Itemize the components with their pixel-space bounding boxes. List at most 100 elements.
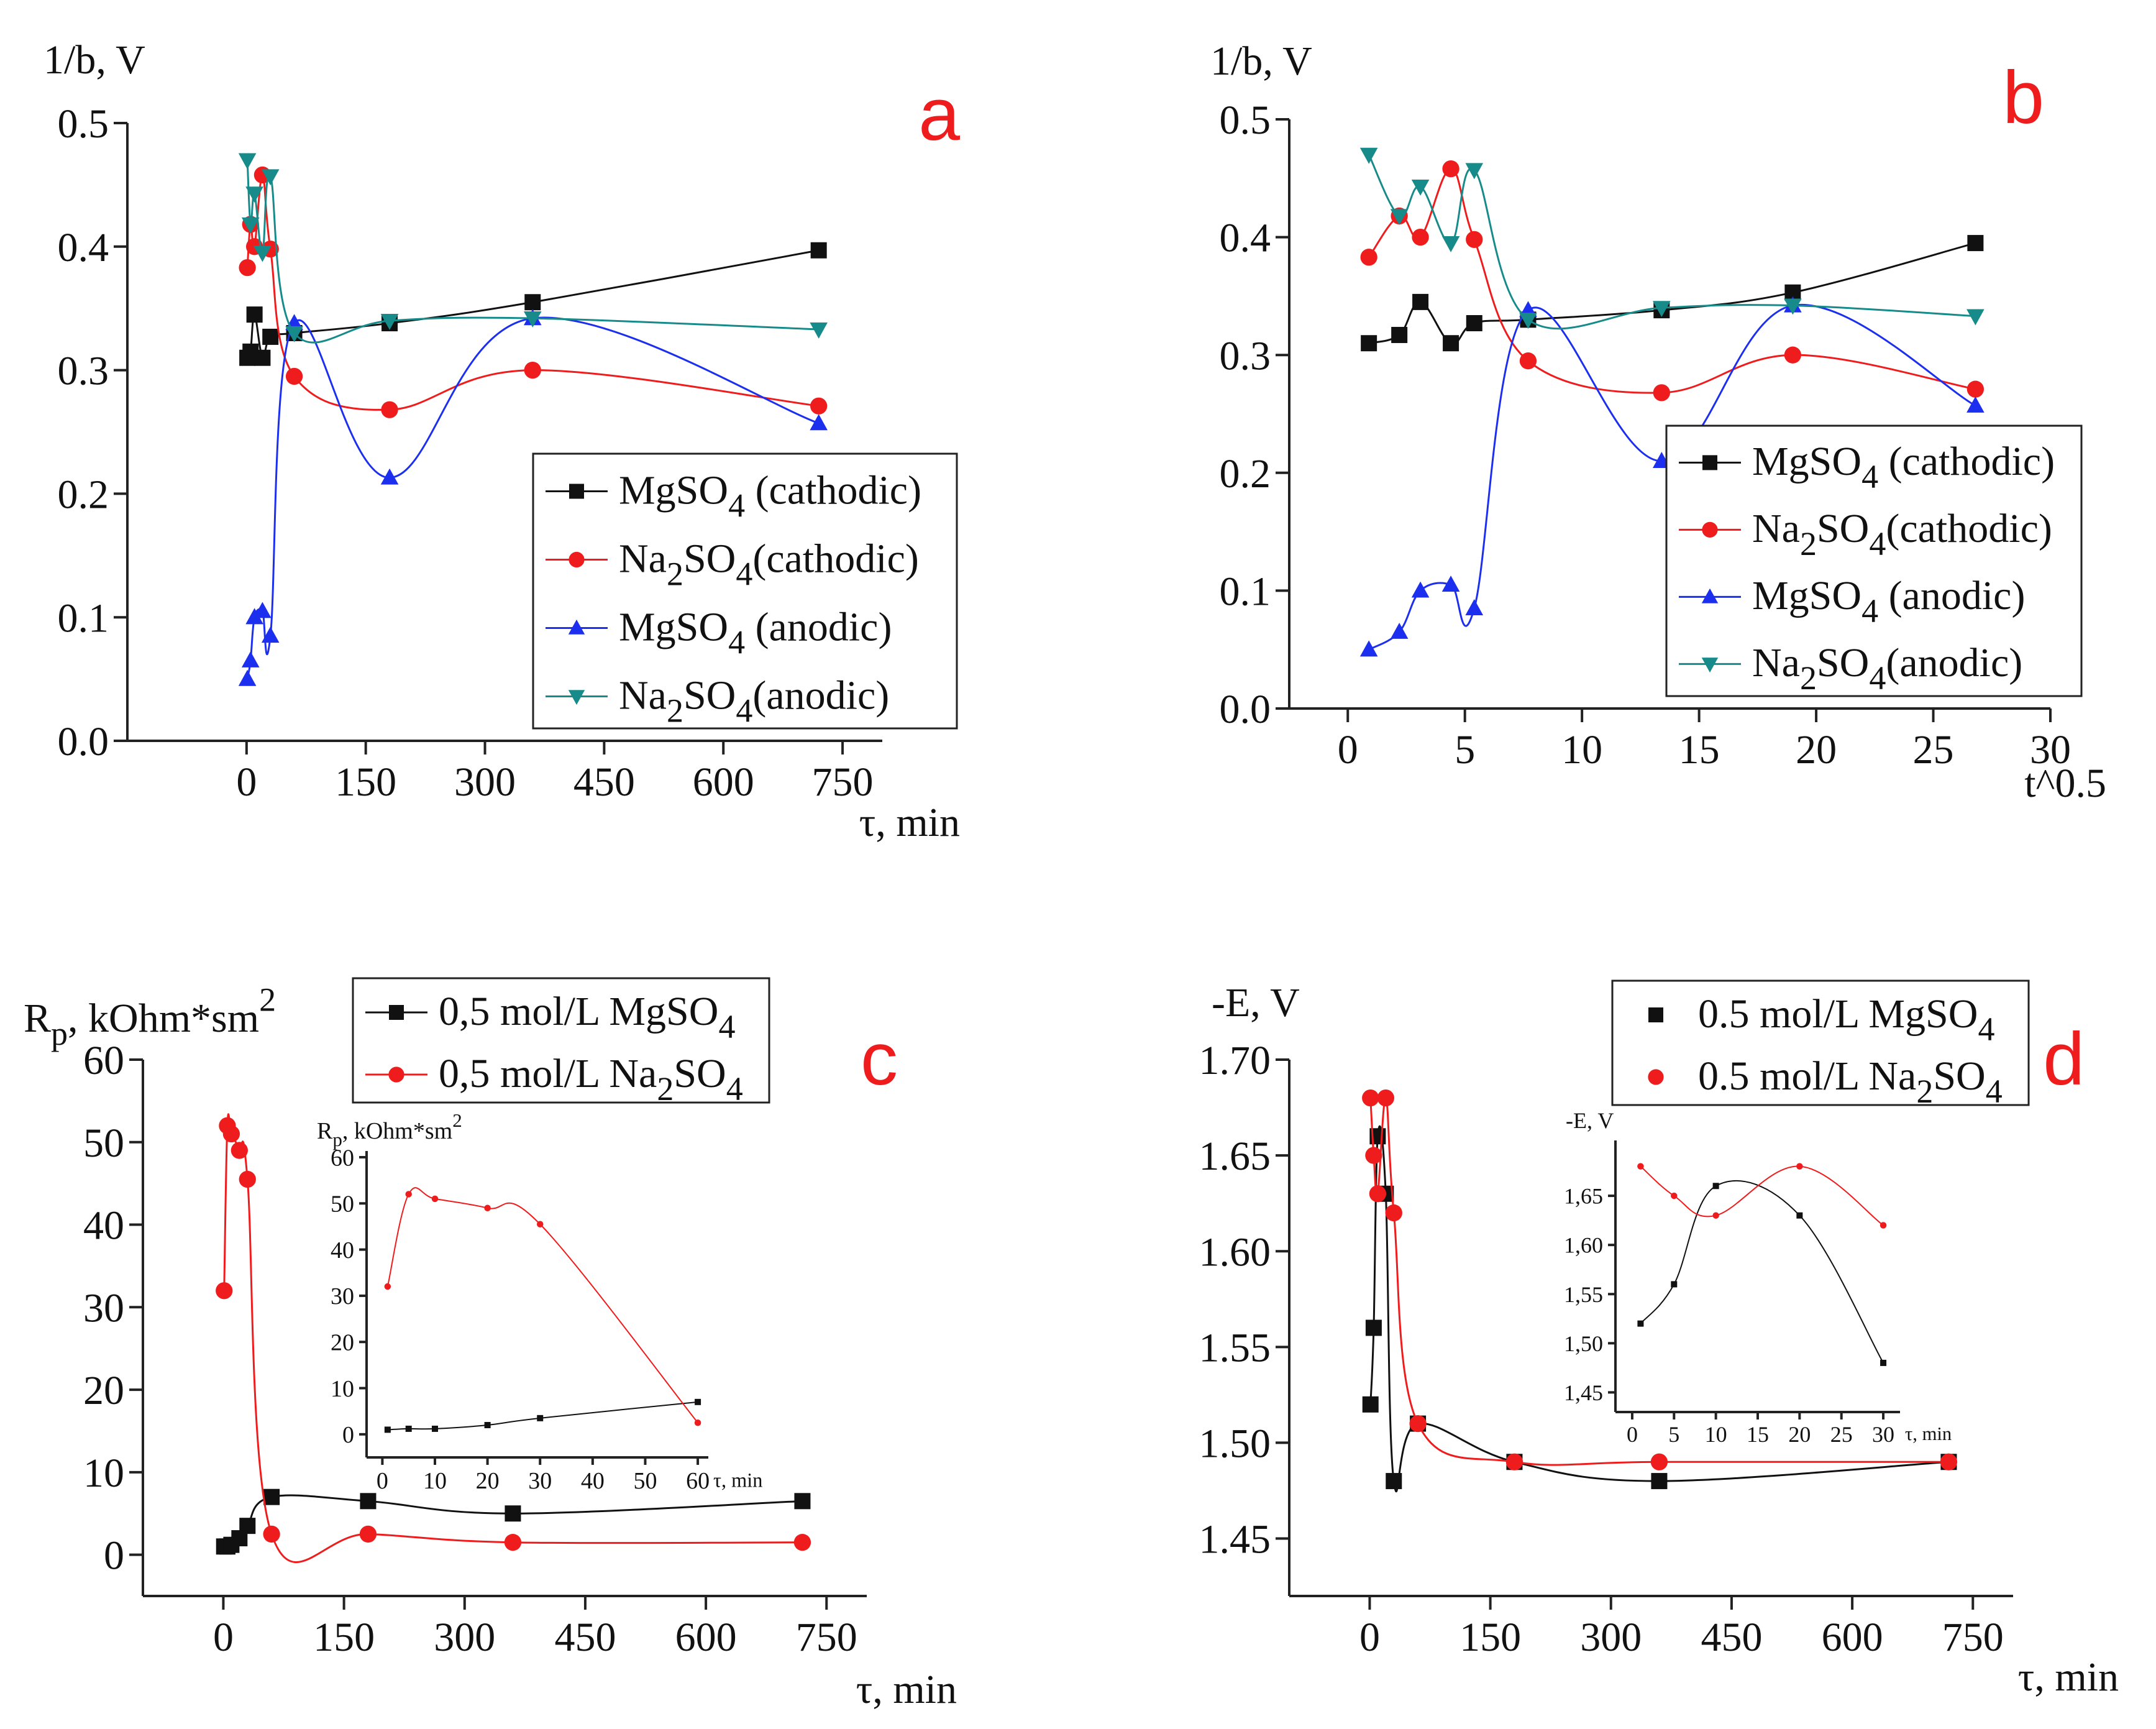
data-point bbox=[810, 242, 827, 259]
text-segment: 4 bbox=[1861, 592, 1878, 630]
text-segment: 4 bbox=[1986, 1073, 2003, 1110]
x-tick-label: 0 bbox=[1338, 727, 1358, 773]
text-segment: Na bbox=[1752, 640, 1800, 686]
data-point bbox=[216, 1282, 233, 1300]
series-markers-2 bbox=[1637, 1163, 1887, 1229]
text-segment: 4 bbox=[1861, 458, 1878, 495]
panel-letter: b bbox=[2003, 56, 2044, 139]
y-axis-title: 1/b, V bbox=[1210, 39, 1312, 84]
text-segment: R bbox=[317, 1118, 333, 1144]
data-point bbox=[1441, 236, 1460, 252]
legend-label-2: Na2SO4(cathodic) bbox=[619, 536, 919, 592]
data-point bbox=[263, 1525, 280, 1543]
legend-label-4: Na2SO4(anodic) bbox=[1752, 640, 2022, 697]
data-point bbox=[359, 1525, 377, 1543]
x-tick-label: 20 bbox=[1788, 1422, 1811, 1447]
y-tick-label: 20 bbox=[83, 1368, 124, 1413]
data-point bbox=[261, 169, 280, 186]
x-tick-label: 10 bbox=[1561, 727, 1602, 773]
data-point bbox=[1385, 1204, 1402, 1222]
y-tick-label: 1.70 bbox=[1199, 1038, 1271, 1083]
panel-d: 0 150 300 450 600 7501.451.501.551.601.651.70… bbox=[1199, 979, 2119, 1700]
data-point bbox=[505, 1505, 521, 1522]
inset-y-axis-title: Rp, kOhm*sm2 bbox=[317, 1109, 462, 1150]
data-point bbox=[794, 1493, 811, 1510]
text-segment: 4 bbox=[728, 623, 745, 661]
text-segment: SO bbox=[1817, 506, 1869, 551]
data-point bbox=[1880, 1222, 1887, 1229]
data-point bbox=[1653, 384, 1670, 401]
data-point bbox=[222, 1125, 240, 1143]
series-markers-2 bbox=[1362, 1089, 1958, 1470]
data-point bbox=[1519, 313, 1537, 329]
legend-marker-2 bbox=[569, 551, 585, 568]
data-point bbox=[1391, 326, 1408, 343]
y-tick-label: 30 bbox=[331, 1283, 354, 1309]
data-point bbox=[261, 626, 280, 643]
data-point bbox=[405, 1425, 412, 1432]
x-tick-label: 10 bbox=[423, 1468, 447, 1494]
data-point bbox=[810, 322, 828, 339]
data-point bbox=[1412, 228, 1429, 246]
data-point bbox=[1466, 315, 1482, 332]
text-segment: 2 bbox=[667, 555, 683, 592]
data-point bbox=[360, 1493, 377, 1510]
text-segment: SO bbox=[1933, 1053, 1985, 1099]
y-tick-label: 1,65 bbox=[1564, 1184, 1603, 1209]
text-segment: 2 bbox=[1916, 1073, 1933, 1110]
data-point bbox=[523, 311, 542, 328]
x-tick-label: 60 bbox=[686, 1468, 710, 1494]
text-segment: Na bbox=[619, 536, 667, 581]
x-tick-label: 15 bbox=[1679, 727, 1720, 773]
x-tick-label: 50 bbox=[633, 1468, 657, 1494]
y-tick-label: 1.50 bbox=[1199, 1421, 1271, 1467]
text-segment: 2 bbox=[1800, 525, 1817, 562]
data-point bbox=[231, 1142, 248, 1159]
data-point bbox=[1796, 1212, 1803, 1219]
legend-marker-4 bbox=[1701, 658, 1719, 673]
series-markers-1 bbox=[384, 1398, 701, 1433]
series-markers-4 bbox=[238, 153, 828, 342]
y-tick-label: 0.2 bbox=[58, 472, 109, 518]
text-segment: SO bbox=[683, 672, 736, 718]
x-tick-label: 300 bbox=[454, 759, 516, 805]
x-tick-label: 750 bbox=[1942, 1615, 2004, 1660]
legend-label-2: 0.5 mol/L Na2SO4 bbox=[1698, 1053, 2003, 1110]
text-segment: 2 bbox=[452, 1109, 462, 1131]
series-line-4 bbox=[1368, 154, 1976, 330]
y-tick-label: 1,45 bbox=[1564, 1380, 1603, 1405]
data-point bbox=[245, 186, 263, 203]
data-point bbox=[384, 1283, 391, 1290]
data-point bbox=[1412, 293, 1429, 310]
data-point bbox=[1365, 1319, 1382, 1336]
legend-label-1: 0.5 mol/L MgSO4 bbox=[1698, 991, 1994, 1048]
data-point bbox=[537, 1415, 544, 1421]
data-point bbox=[241, 217, 260, 234]
series-line-2 bbox=[1640, 1165, 1884, 1226]
data-point bbox=[431, 1195, 439, 1203]
data-point bbox=[254, 602, 272, 618]
data-point bbox=[432, 1425, 438, 1432]
legend-marker-3 bbox=[568, 619, 585, 635]
data-point bbox=[1390, 622, 1409, 639]
text-segment: 4 bbox=[736, 555, 752, 592]
data-point bbox=[254, 245, 272, 262]
text-segment: SO bbox=[683, 536, 736, 581]
x-tick-label: 600 bbox=[1822, 1615, 1883, 1660]
x-tick-label: 600 bbox=[675, 1615, 737, 1660]
data-point bbox=[384, 1426, 391, 1433]
data-point bbox=[285, 326, 303, 342]
data-point bbox=[1377, 1089, 1394, 1107]
data-point bbox=[1784, 346, 1802, 364]
legend-marker-1 bbox=[1648, 1007, 1663, 1022]
data-point bbox=[285, 367, 303, 385]
legend-frame bbox=[352, 977, 770, 1104]
text-segment: τ, min bbox=[1905, 1423, 1952, 1444]
data-point bbox=[1712, 1183, 1719, 1190]
series-markers-4 bbox=[1359, 147, 1985, 329]
y-tick-label: 0.4 bbox=[58, 225, 109, 270]
data-point bbox=[524, 294, 541, 311]
text-segment: MgSO bbox=[1752, 573, 1861, 618]
